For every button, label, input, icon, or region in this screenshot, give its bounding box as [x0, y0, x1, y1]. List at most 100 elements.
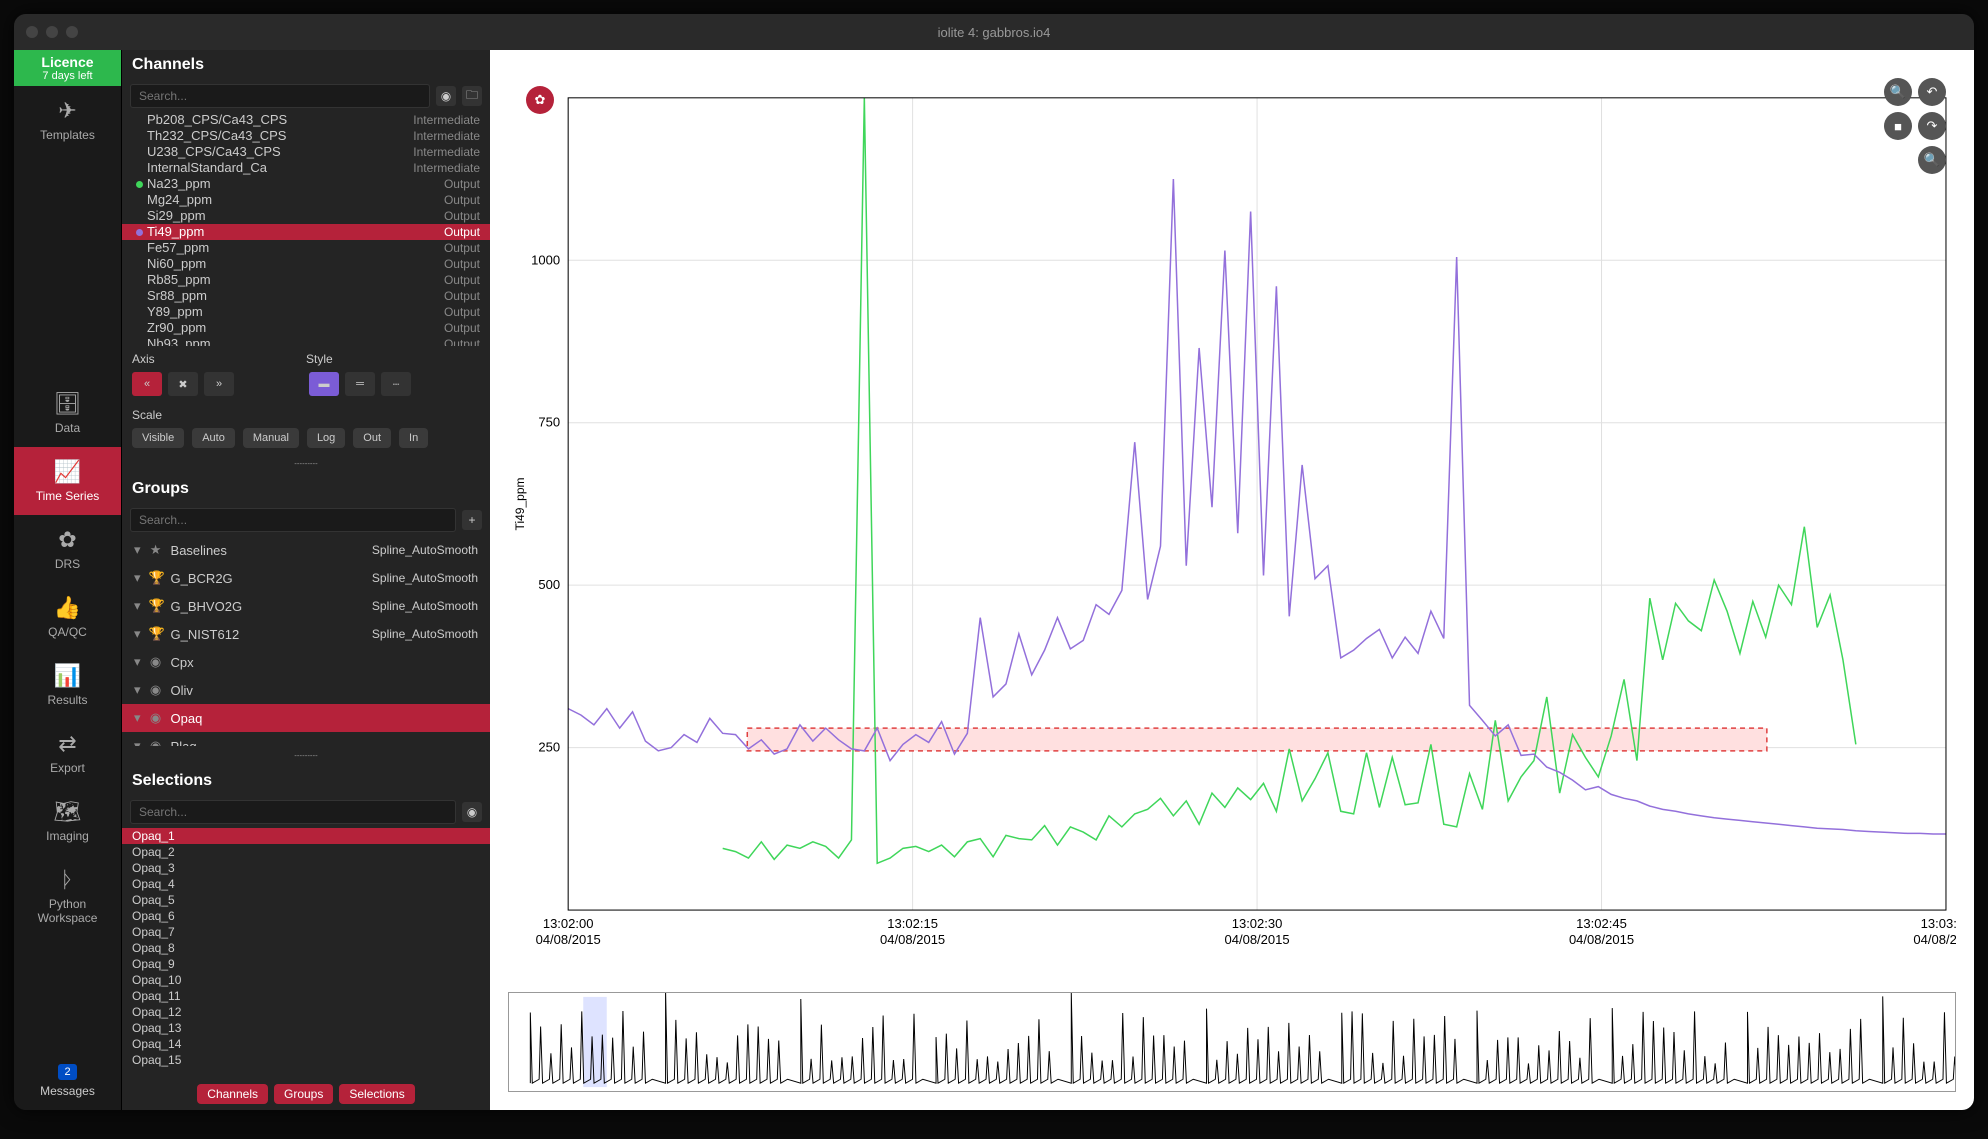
- channel-row[interactable]: Sr88_ppmOutput: [122, 288, 490, 304]
- side-panel: Channels ◉ 🗀 Pb208_CPS/Ca43_CPSIntermedi…: [122, 50, 490, 1110]
- app-window: iolite 4: gabbros.io4 Licence 7 days lef…: [14, 14, 1974, 1110]
- titlebar: iolite 4: gabbros.io4: [14, 14, 1974, 50]
- group-row[interactable]: ▾◉Plag: [122, 732, 490, 746]
- channel-row[interactable]: InternalStandard_CaIntermediate: [122, 160, 490, 176]
- tool-templates[interactable]: ✈Templates: [14, 86, 121, 154]
- selections-list[interactable]: Opaq_1Opaq_2Opaq_3Opaq_4Opaq_5Opaq_6Opaq…: [122, 828, 490, 1078]
- selection-row[interactable]: Opaq_4: [122, 876, 490, 892]
- channel-row[interactable]: Ni60_ppmOutput: [122, 256, 490, 272]
- tool-python[interactable]: ᚦPython Workspace: [14, 855, 121, 937]
- selection-row[interactable]: Opaq_11: [122, 988, 490, 1004]
- channel-row[interactable]: Ti49_ppmOutput: [122, 224, 490, 240]
- main-chart[interactable]: 250500750100013:02:0004/08/201513:02:150…: [508, 68, 1956, 980]
- undo-icon[interactable]: ↶: [1918, 78, 1946, 106]
- tool-drs[interactable]: ✿DRS: [14, 515, 121, 583]
- traffic-lights[interactable]: [26, 26, 78, 38]
- channel-row[interactable]: Y89_ppmOutput: [122, 304, 490, 320]
- selection-row[interactable]: Opaq_10: [122, 972, 490, 988]
- axis-right-button[interactable]: »: [204, 372, 234, 396]
- style-dashed-button[interactable]: ═: [345, 372, 375, 396]
- channel-row[interactable]: Pb208_CPS/Ca43_CPSIntermediate: [122, 112, 490, 128]
- svg-text:13:03:00: 13:03:00: [1921, 916, 1956, 931]
- group-row[interactable]: ▾🏆G_NIST612Spline_AutoSmooth: [122, 620, 490, 648]
- tool-timeseries[interactable]: 📈Time Series: [14, 447, 121, 515]
- group-row[interactable]: ▾◉Opaq: [122, 704, 490, 732]
- tab-channels[interactable]: Channels: [197, 1084, 268, 1104]
- overview-chart[interactable]: [508, 992, 1956, 1092]
- group-row[interactable]: ▾◉Oliv: [122, 676, 490, 704]
- selection-row[interactable]: Opaq_3: [122, 860, 490, 876]
- messages-button[interactable]: 2 Messages: [14, 1051, 121, 1110]
- style-dotted-button[interactable]: ┄: [381, 372, 411, 396]
- stop-icon[interactable]: ■: [1884, 112, 1912, 140]
- groups-list[interactable]: ▾★BaselinesSpline_AutoSmooth▾🏆G_BCR2GSpl…: [122, 536, 490, 746]
- svg-text:04/08/2015: 04/08/2015: [1913, 932, 1956, 947]
- visibility-icon[interactable]: ◉: [436, 86, 456, 106]
- selection-row[interactable]: Opaq_12: [122, 1004, 490, 1020]
- selection-row[interactable]: Opaq_5: [122, 892, 490, 908]
- tool-imaging[interactable]: 🗺Imaging: [14, 787, 121, 855]
- selection-row[interactable]: Opaq_15: [122, 1052, 490, 1068]
- channel-row[interactable]: Rb85_ppmOutput: [122, 272, 490, 288]
- scale-auto-button[interactable]: Auto: [192, 428, 235, 448]
- selection-row[interactable]: Opaq_1: [122, 828, 490, 844]
- group-row[interactable]: ▾◉Cpx: [122, 648, 490, 676]
- zoom-in-icon[interactable]: 🔍: [1884, 78, 1912, 106]
- selection-row[interactable]: Opaq_8: [122, 940, 490, 956]
- folder-icon[interactable]: 🗀: [462, 86, 482, 106]
- gear-icon[interactable]: ✿: [526, 86, 554, 114]
- svg-text:500: 500: [538, 577, 560, 592]
- channel-row[interactable]: Fe57_ppmOutput: [122, 240, 490, 256]
- add-group-icon[interactable]: +: [462, 510, 482, 530]
- group-row[interactable]: ▾★BaselinesSpline_AutoSmooth: [122, 536, 490, 564]
- scale-manual-button[interactable]: Manual: [243, 428, 299, 448]
- search-icon[interactable]: 🔍: [1918, 146, 1946, 174]
- svg-text:04/08/2015: 04/08/2015: [1224, 932, 1289, 947]
- tab-selections[interactable]: Selections: [339, 1084, 414, 1104]
- bottom-tabs: Channels Groups Selections: [122, 1078, 490, 1110]
- selections-search-input[interactable]: [130, 800, 456, 824]
- channel-row[interactable]: U238_CPS/Ca43_CPSIntermediate: [122, 144, 490, 160]
- tab-groups[interactable]: Groups: [274, 1084, 333, 1104]
- channel-row[interactable]: Nb93_ppmOutput: [122, 336, 490, 346]
- chart-area: ✿ 🔍 ↶ ■ ↷ 🔍 250500750100013:02:0004/08/2…: [490, 50, 1974, 1110]
- channel-row[interactable]: Si29_ppmOutput: [122, 208, 490, 224]
- axis-label: Axis: [132, 352, 306, 366]
- selection-row[interactable]: Opaq_7: [122, 924, 490, 940]
- style-line-button[interactable]: ▬: [309, 372, 339, 396]
- svg-text:1000: 1000: [531, 252, 560, 267]
- tool-qaqc[interactable]: 👍QA/QC: [14, 583, 121, 651]
- groups-search-input[interactable]: [130, 508, 456, 532]
- group-row[interactable]: ▾🏆G_BCR2GSpline_AutoSmooth: [122, 564, 490, 592]
- axis-left-button[interactable]: «: [132, 372, 162, 396]
- channels-search-input[interactable]: [130, 84, 430, 108]
- selection-row[interactable]: Opaq_2: [122, 844, 490, 860]
- groups-header: Groups: [122, 474, 490, 504]
- selection-row[interactable]: Opaq_6: [122, 908, 490, 924]
- scale-in-button[interactable]: In: [399, 428, 428, 448]
- channel-row[interactable]: Na23_ppmOutput: [122, 176, 490, 192]
- channels-list[interactable]: Pb208_CPS/Ca43_CPSIntermediateTh232_CPS/…: [122, 112, 490, 346]
- scale-visible-button[interactable]: Visible: [132, 428, 184, 448]
- scale-out-button[interactable]: Out: [353, 428, 391, 448]
- scale-log-button[interactable]: Log: [307, 428, 345, 448]
- channel-row[interactable]: Zr90_ppmOutput: [122, 320, 490, 336]
- selection-row[interactable]: Opaq_9: [122, 956, 490, 972]
- licence-badge[interactable]: Licence 7 days left: [14, 50, 121, 86]
- tool-export[interactable]: ⇄Export: [14, 719, 121, 787]
- redo-icon[interactable]: ↷: [1918, 112, 1946, 140]
- svg-text:Ti49_ppm: Ti49_ppm: [513, 477, 527, 530]
- group-row[interactable]: ▾🏆G_BHVO2GSpline_AutoSmooth: [122, 592, 490, 620]
- style-label: Style: [306, 352, 480, 366]
- tool-results[interactable]: 📊Results: [14, 651, 121, 719]
- visibility-icon[interactable]: ◉: [462, 802, 482, 822]
- tool-data[interactable]: 🗄Data: [14, 379, 121, 447]
- selection-row[interactable]: Opaq_13: [122, 1020, 490, 1036]
- svg-text:04/08/2015: 04/08/2015: [536, 932, 601, 947]
- channels-header: Channels: [122, 50, 490, 80]
- selection-row[interactable]: Opaq_14: [122, 1036, 490, 1052]
- axis-remove-button[interactable]: ✖: [168, 372, 198, 396]
- channel-row[interactable]: Mg24_ppmOutput: [122, 192, 490, 208]
- svg-text:13:02:00: 13:02:00: [543, 916, 594, 931]
- channel-row[interactable]: Th232_CPS/Ca43_CPSIntermediate: [122, 128, 490, 144]
